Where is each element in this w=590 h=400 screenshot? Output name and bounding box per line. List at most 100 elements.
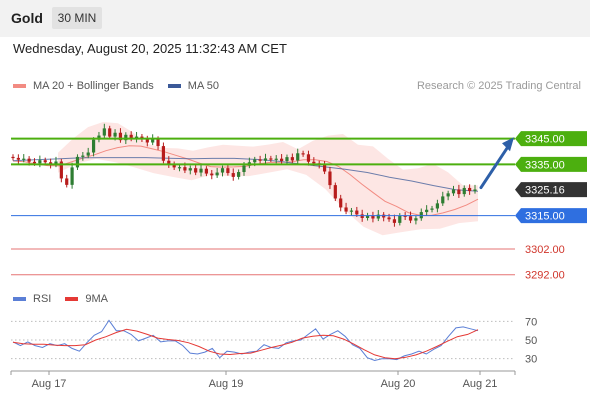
candle-body	[220, 168, 225, 173]
candle-body	[376, 214, 380, 219]
candle-body	[32, 161, 37, 164]
rsi-9ma-line	[12, 328, 479, 360]
target-label: 3302.00	[525, 244, 565, 256]
legend-label: MA 20 + Bollinger Bands	[33, 80, 154, 92]
ma50-swatch-icon	[167, 84, 181, 88]
candle-body	[430, 208, 434, 210]
current-price-tag	[515, 182, 587, 198]
candle-body	[392, 219, 397, 223]
research-credit: Research © 2025 Trading Central	[416, 80, 581, 92]
candle-body	[199, 168, 203, 173]
candle-body	[226, 168, 230, 174]
candle-body	[151, 138, 155, 143]
candle-body	[301, 153, 305, 155]
candle-body	[344, 207, 348, 212]
candle-body	[177, 167, 182, 169]
candle-body	[473, 189, 477, 192]
legend-item-rsi: RSI	[13, 293, 51, 305]
candle-body	[237, 172, 241, 177]
timeframe-badge[interactable]: 30 MIN	[52, 7, 102, 29]
instrument-title: Gold	[11, 10, 43, 26]
candle-body	[97, 135, 101, 140]
candle-body	[253, 159, 257, 163]
candle-body	[11, 156, 15, 159]
rsi-legend: RSI 9MA	[13, 293, 122, 305]
candle-body	[414, 218, 418, 221]
candle-body	[435, 203, 439, 209]
ma50-line	[12, 157, 479, 192]
x-tick-label: Aug 17	[32, 378, 67, 390]
candle-body	[124, 134, 128, 141]
rsi-tick-label: 70	[525, 316, 537, 328]
x-tick-label: Aug 19	[209, 378, 244, 390]
legend-item-9ma: 9MA	[65, 293, 108, 305]
candle-body	[468, 187, 472, 192]
rsi-tick-label: 50	[525, 335, 537, 347]
candle-body	[451, 189, 456, 194]
candle-body	[339, 198, 343, 208]
candle-body	[349, 210, 354, 212]
candle-body	[27, 158, 31, 162]
candle-body	[408, 216, 413, 221]
candle-body	[204, 168, 208, 174]
9ma-swatch-icon	[65, 297, 79, 301]
legend-label: MA 50	[187, 80, 219, 92]
candle-body	[290, 157, 294, 161]
legend-label: RSI	[33, 293, 52, 305]
resistance-label: 3345.00	[525, 134, 565, 146]
candle-body	[54, 161, 58, 165]
candle-body	[108, 128, 112, 137]
candle-body	[242, 165, 246, 173]
candle-body	[322, 164, 327, 172]
support-label: 3315.00	[525, 211, 565, 223]
candle-body	[194, 168, 198, 173]
candle-body	[274, 158, 278, 160]
candle-body	[387, 217, 391, 220]
candle-body	[65, 178, 69, 185]
candle-body	[16, 157, 20, 160]
main-legend: MA 20 + Bollinger Bands MA 50	[13, 80, 233, 92]
candle-body	[134, 136, 139, 139]
candle-body	[91, 139, 96, 153]
legend-label: 9MA	[85, 293, 108, 305]
legend-item-ma50: MA 50	[167, 80, 219, 92]
candle-body	[403, 215, 407, 217]
candle-body	[333, 185, 337, 199]
candle-body	[398, 215, 402, 223]
resistance-label: 3335.00	[525, 159, 565, 171]
rsi-panel: 70 50 30	[11, 316, 537, 366]
candle-body	[263, 158, 268, 161]
candle-body	[75, 156, 80, 168]
candle-body	[446, 193, 450, 197]
target-label: 3292.00	[525, 270, 565, 282]
timestamp: Wednesday, August 20, 2025 11:32:43 AM C…	[13, 41, 287, 56]
candle-body	[129, 134, 133, 139]
candle-body	[188, 168, 192, 171]
candle-body	[22, 158, 26, 160]
x-tick-label: Aug 20	[381, 378, 416, 390]
candle-body	[86, 152, 90, 156]
candle-body	[161, 146, 166, 161]
projection-arrow-line	[479, 143, 511, 190]
candle-body	[70, 167, 74, 185]
candle-body	[296, 153, 300, 161]
current-price-label: 3325.16	[525, 185, 565, 197]
candle-body	[113, 132, 117, 137]
rsi-tick-label: 30	[525, 354, 537, 366]
candle-body	[183, 167, 187, 171]
rsi-swatch-icon	[13, 297, 26, 301]
candle-body	[280, 158, 284, 161]
up-arrow-icon	[502, 137, 514, 152]
x-axis: Aug 17 Aug 19 Aug 20 Aug 21	[10, 370, 516, 390]
candle-body	[365, 215, 370, 218]
candle-body	[172, 164, 176, 168]
price-levels: 3345.00 3335.00 3325.16 3315.00 3302.00 3292.…	[11, 131, 587, 282]
candle-body	[312, 161, 316, 164]
candle-body	[328, 171, 332, 186]
candle-body	[306, 154, 311, 162]
candle-body	[425, 209, 429, 213]
candle-body	[38, 160, 42, 164]
candles	[11, 123, 477, 227]
